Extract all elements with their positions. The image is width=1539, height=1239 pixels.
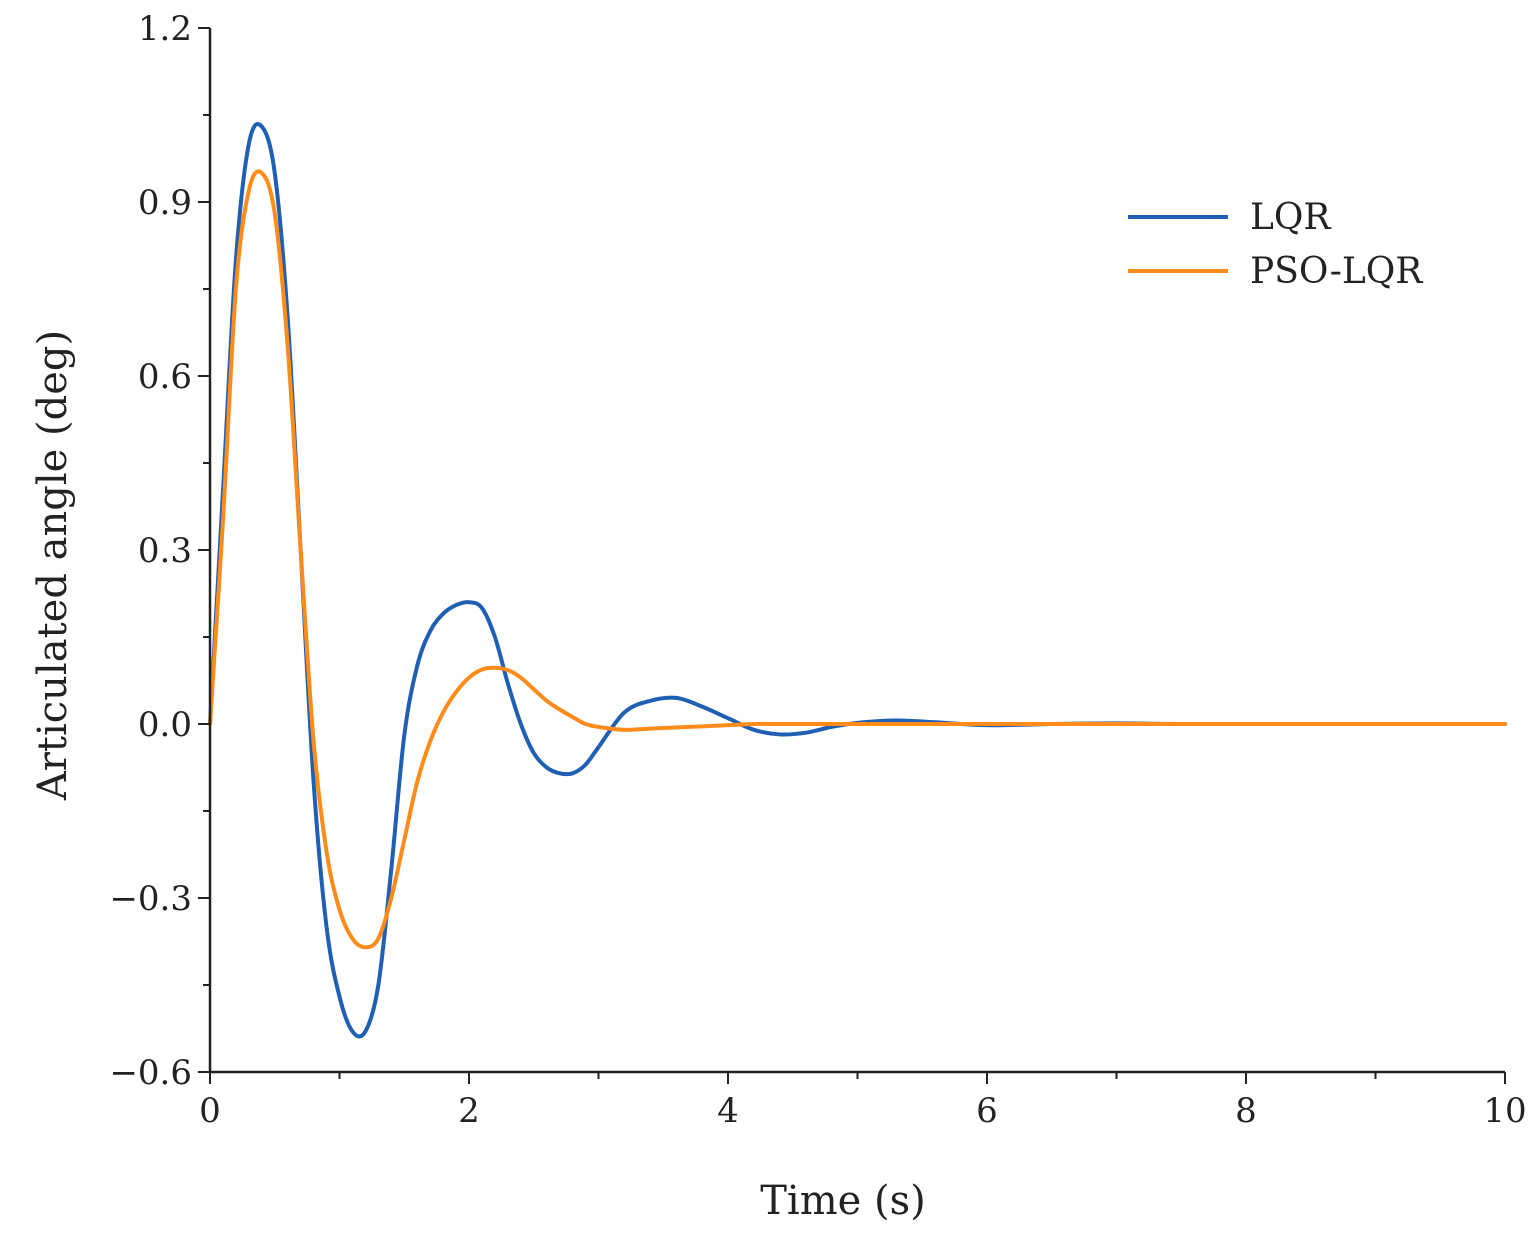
x-tick-label: 0 xyxy=(199,1091,221,1131)
series-layer xyxy=(208,122,1507,1039)
y-tick-label: 0.6 xyxy=(138,357,192,397)
y-tick-label: 1.2 xyxy=(138,9,192,49)
x-tick-label: 6 xyxy=(976,1091,998,1131)
y-tick-label: −0.6 xyxy=(109,1053,192,1093)
y-axis-label: Articulated angle (deg) xyxy=(30,330,76,801)
y-tick-label: 0.0 xyxy=(138,705,192,745)
legend-label-lqr: LQR xyxy=(1250,197,1331,238)
legend: LQR PSO-LQR xyxy=(1128,197,1423,292)
x-tick-label: 10 xyxy=(1483,1091,1526,1131)
x-tick-label: 2 xyxy=(458,1091,480,1131)
ticks-layer: 0 2 4 6 8 10 −0.6 −0.3 0.0 0.3 0.6 0.9 1.2 xyxy=(109,9,1526,1131)
x-tick-label: 4 xyxy=(717,1091,739,1131)
legend-label-pso-lqr: PSO-LQR xyxy=(1250,251,1423,292)
x-axis-label: Time (s) xyxy=(760,1178,926,1224)
x-tick-label: 8 xyxy=(1235,1091,1257,1131)
y-tick-label: −0.3 xyxy=(109,879,192,919)
y-tick-label: 0.3 xyxy=(138,531,192,571)
y-tick-label: 0.9 xyxy=(138,183,192,223)
axes-layer xyxy=(208,28,1505,1074)
series-line-pso-lqr xyxy=(208,169,1507,950)
